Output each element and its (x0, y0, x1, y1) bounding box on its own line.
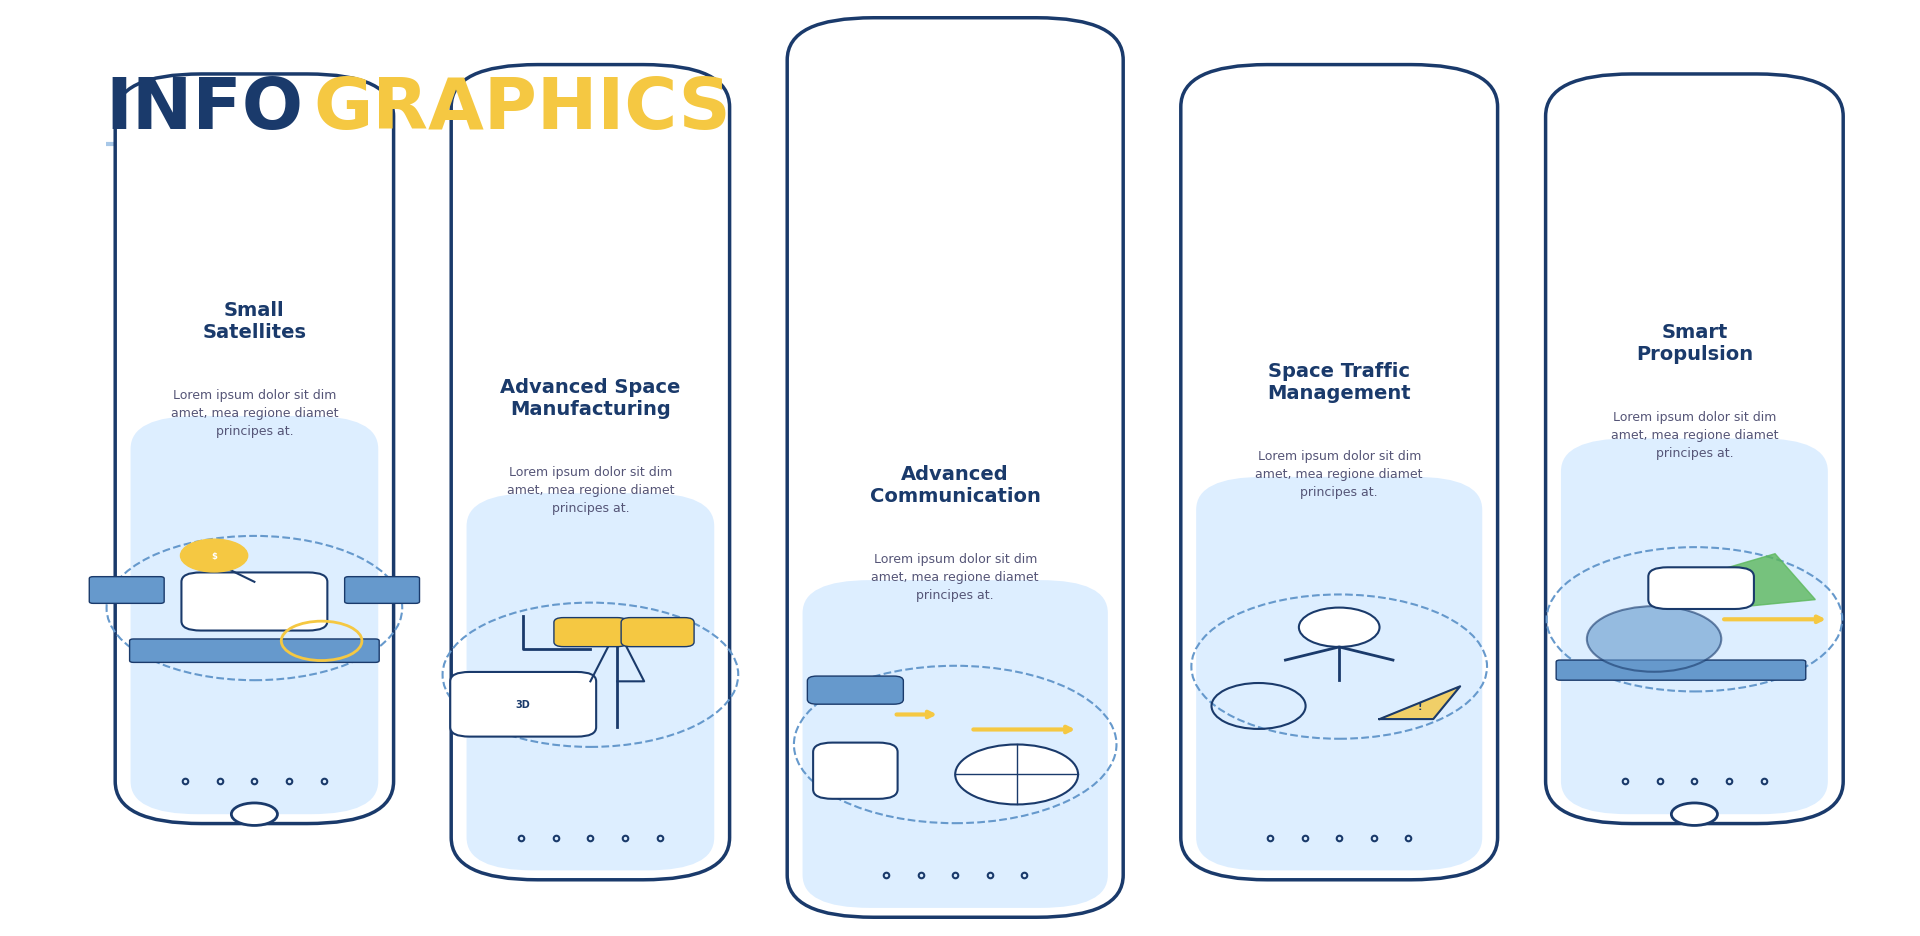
FancyBboxPatch shape (115, 75, 394, 824)
FancyBboxPatch shape (1647, 567, 1755, 609)
Polygon shape (1709, 554, 1816, 607)
Text: Lorem ipsum dolor sit dim
amet, mea regione diamet
principes at.: Lorem ipsum dolor sit dim amet, mea regi… (171, 388, 338, 437)
Circle shape (1300, 608, 1379, 648)
Text: Advanced Space
Manufacturing: Advanced Space Manufacturing (501, 378, 680, 418)
FancyBboxPatch shape (806, 677, 902, 705)
Circle shape (180, 539, 248, 572)
FancyBboxPatch shape (622, 618, 695, 647)
FancyBboxPatch shape (449, 672, 595, 737)
Text: $: $ (211, 551, 217, 561)
FancyBboxPatch shape (553, 618, 626, 647)
FancyBboxPatch shape (131, 417, 378, 814)
FancyBboxPatch shape (129, 639, 380, 663)
Text: Small
Satellites: Small Satellites (202, 300, 307, 342)
FancyBboxPatch shape (467, 493, 714, 870)
FancyBboxPatch shape (451, 66, 730, 880)
FancyBboxPatch shape (812, 743, 897, 799)
Text: Advanced
Communication: Advanced Communication (870, 464, 1041, 505)
Polygon shape (1379, 687, 1461, 720)
Text: GRAPHICS: GRAPHICS (313, 75, 732, 144)
FancyBboxPatch shape (1181, 66, 1498, 880)
Text: !: ! (1417, 701, 1423, 711)
Text: Lorem ipsum dolor sit dim
amet, mea regione diamet
principes at.: Lorem ipsum dolor sit dim amet, mea regi… (872, 552, 1039, 601)
Text: Smart
Propulsion: Smart Propulsion (1636, 323, 1753, 364)
Text: 3D: 3D (516, 699, 530, 709)
FancyBboxPatch shape (803, 580, 1108, 908)
Circle shape (956, 745, 1079, 805)
Text: Lorem ipsum dolor sit dim
amet, mea regione diamet
principes at.: Lorem ipsum dolor sit dim amet, mea regi… (1256, 449, 1423, 498)
FancyBboxPatch shape (88, 577, 165, 604)
Circle shape (1670, 803, 1716, 826)
Text: Lorem ipsum dolor sit dim
amet, mea regione diamet
principes at.: Lorem ipsum dolor sit dim amet, mea regi… (1611, 411, 1778, 460)
FancyBboxPatch shape (1561, 439, 1828, 814)
FancyBboxPatch shape (182, 573, 328, 631)
FancyBboxPatch shape (1196, 477, 1482, 870)
Text: Lorem ipsum dolor sit dim
amet, mea regione diamet
principes at.: Lorem ipsum dolor sit dim amet, mea regi… (507, 465, 674, 515)
FancyBboxPatch shape (1546, 75, 1843, 824)
Text: INFO: INFO (106, 75, 303, 144)
Text: Space Traffic
Management: Space Traffic Management (1267, 361, 1411, 402)
FancyBboxPatch shape (1555, 661, 1805, 680)
Circle shape (1586, 607, 1722, 672)
FancyBboxPatch shape (787, 19, 1123, 917)
Circle shape (232, 803, 276, 826)
FancyBboxPatch shape (346, 577, 419, 604)
